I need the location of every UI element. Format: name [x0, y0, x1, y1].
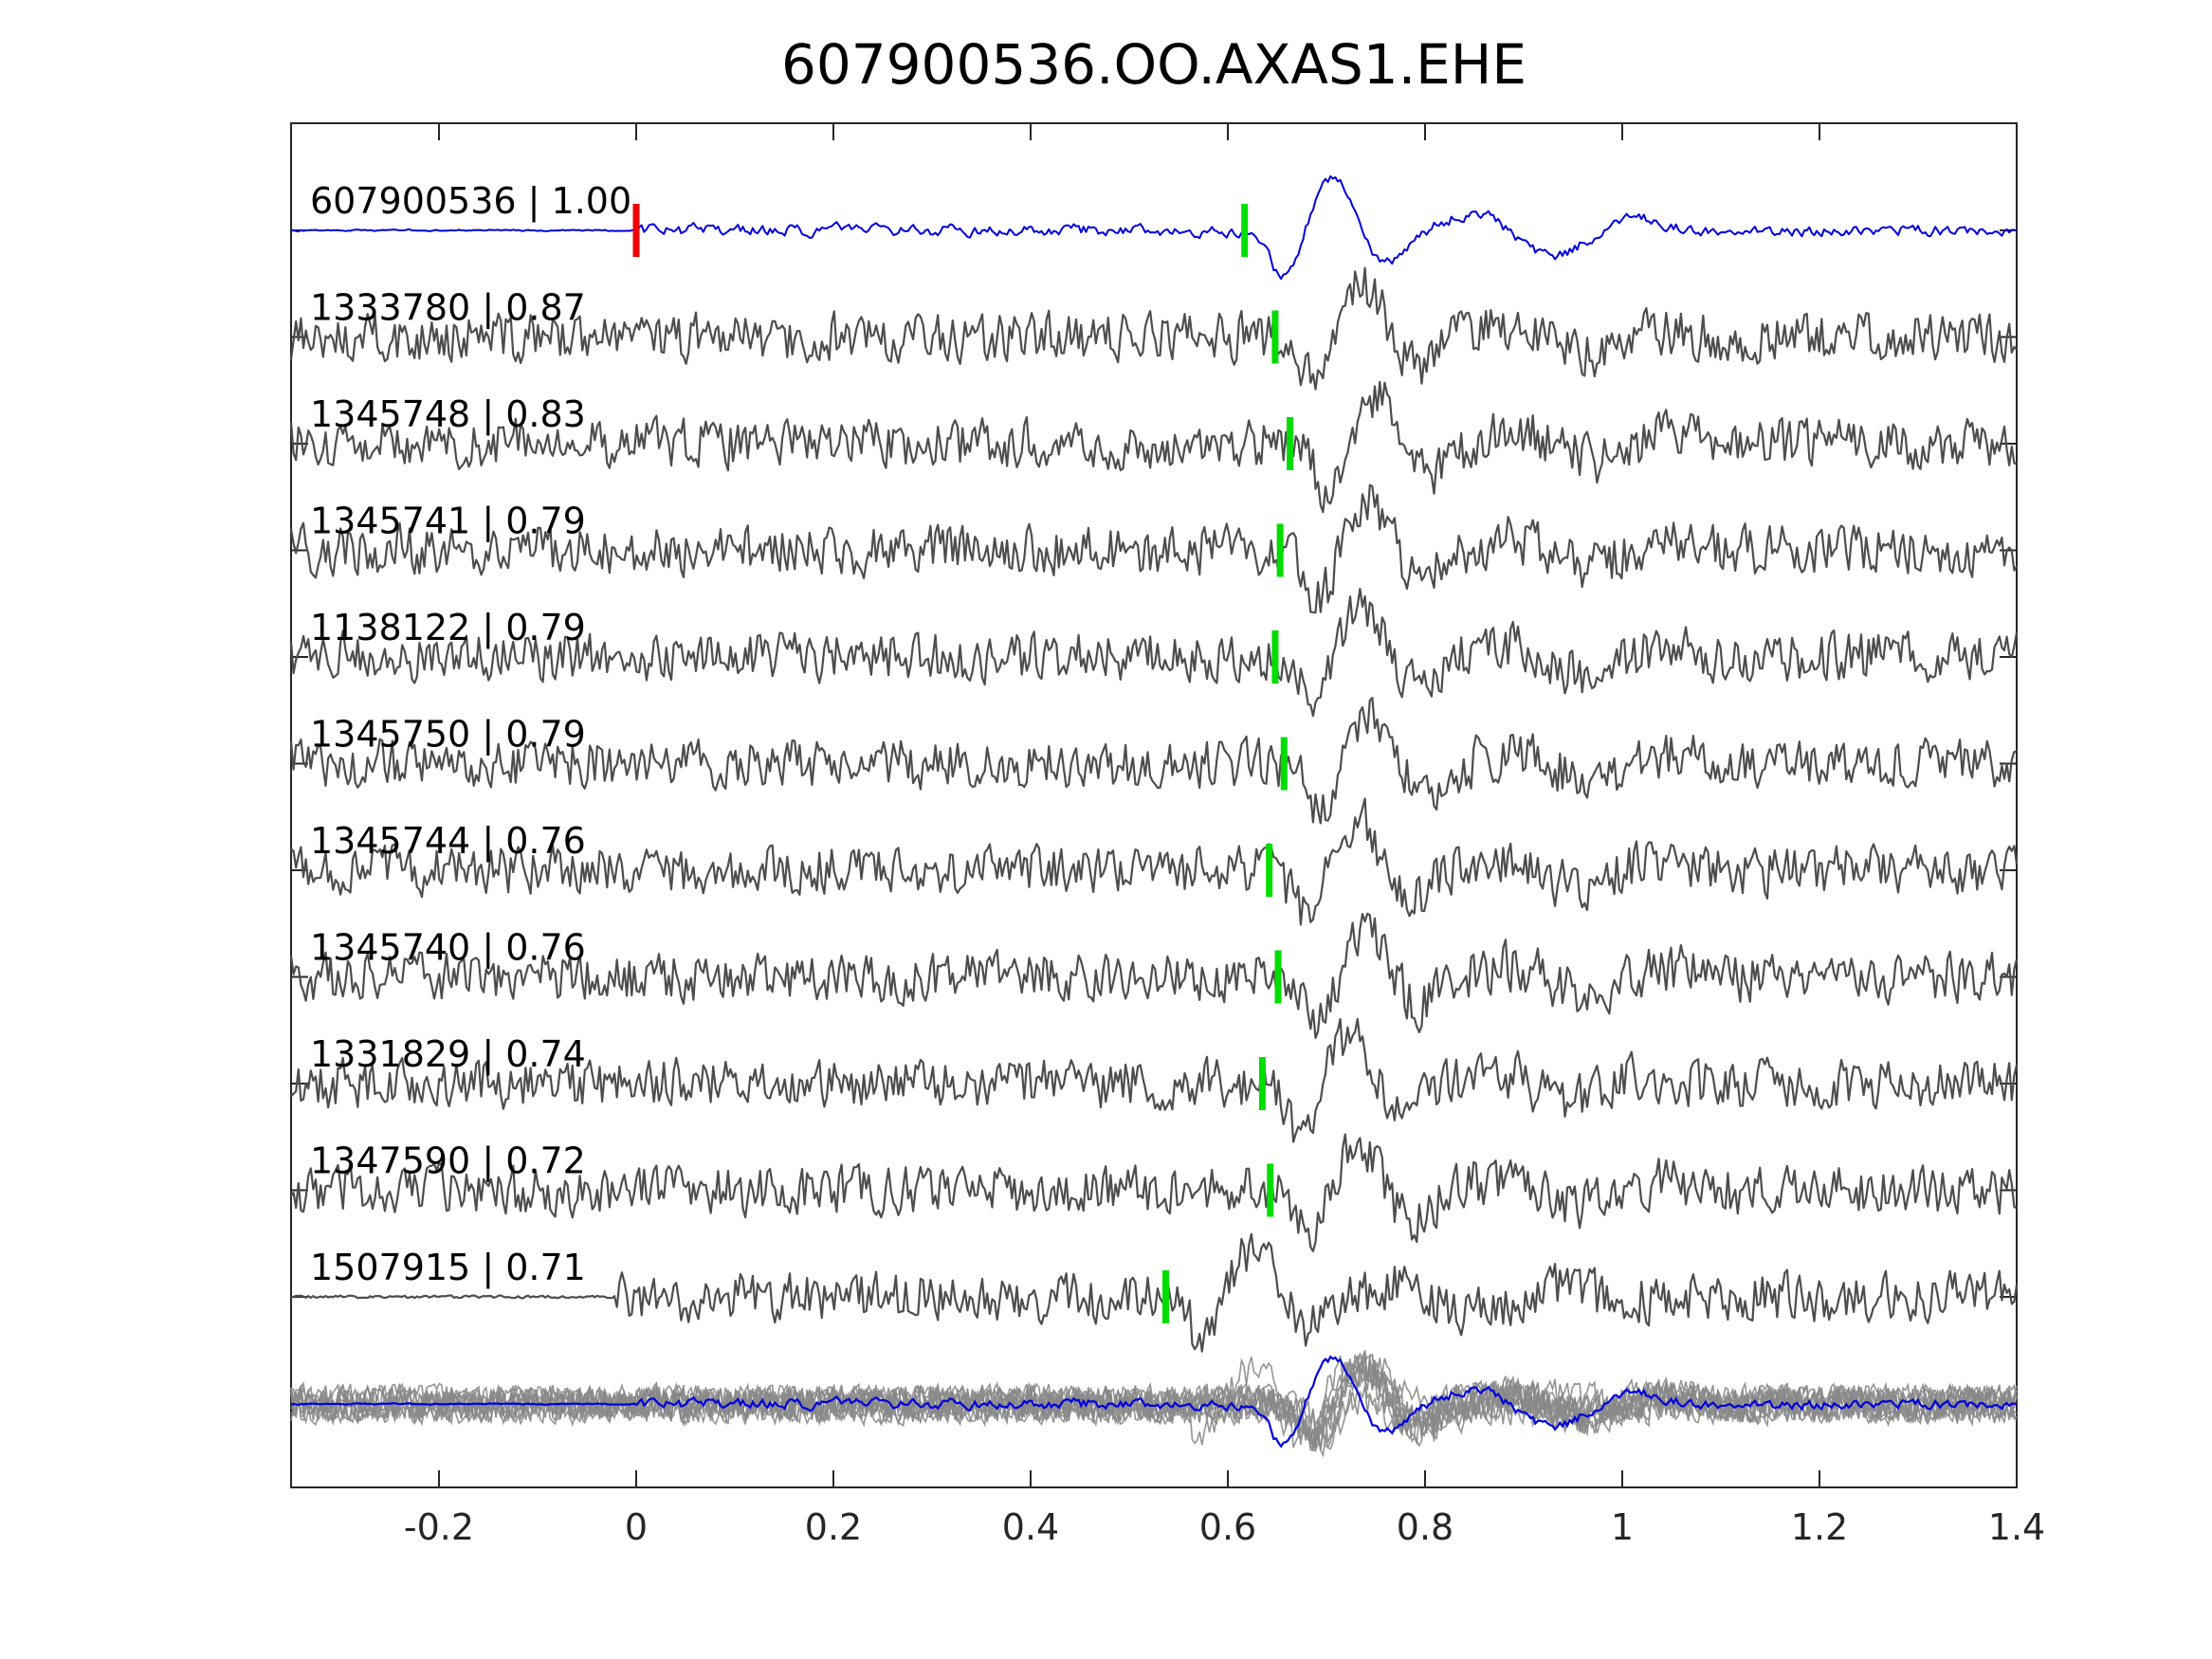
trace-label-1507915: 1507915 | 0.71 — [310, 1247, 586, 1289]
x-tick-label: 1 — [1611, 1506, 1634, 1548]
x-tick-label: 0.2 — [805, 1506, 862, 1548]
axes-frame — [290, 122, 2018, 1488]
chart-title: 607900536.OO.AXAS1.EHE — [781, 32, 1526, 97]
trace-1333780 — [289, 266, 2018, 391]
trace-label-1345748: 1345748 | 0.83 — [310, 393, 586, 436]
trace-label-1345750: 1345750 | 0.79 — [310, 714, 586, 757]
x-tick-label: 1.4 — [1988, 1506, 2045, 1548]
x-tick-label: 0.8 — [1397, 1506, 1453, 1548]
trace-1345748 — [289, 380, 2018, 514]
plot-area: -0.2 0 0.2 0.4 0.6 0.8 1 1.2 1.4 607900536 | 1.00… — [289, 122, 2045, 1548]
trace-label-1345741: 1345741 | 0.79 — [310, 501, 586, 543]
x-tick-label: 0 — [625, 1506, 648, 1548]
trace-1138122 — [289, 588, 2019, 718]
trace-label-1345744: 1345744 | 0.76 — [310, 820, 586, 863]
trace-label-1347590: 1347590 | 0.72 — [310, 1140, 586, 1183]
x-tick-label: 0.4 — [1002, 1506, 1059, 1548]
trace-label-1345740: 1345740 | 0.76 — [310, 927, 586, 970]
trace-1507915 — [290, 1232, 2019, 1353]
x-tick-label: 0.6 — [1199, 1506, 1256, 1548]
trace-label-1331829: 1331829 | 0.74 — [310, 1033, 586, 1076]
trace-1345744 — [290, 797, 2019, 926]
trace-1345740 — [289, 912, 2019, 1039]
x-tick-label: 1.2 — [1791, 1506, 1848, 1548]
trace-label-1138122: 1138122 | 0.79 — [310, 607, 586, 649]
trace-label-607900536: 607900536 | 1.00 — [310, 180, 631, 223]
x-tick-label: -0.2 — [404, 1506, 474, 1548]
trace-label-1333780: 1333780 | 0.87 — [310, 287, 586, 330]
trace-1345741 — [289, 483, 2018, 614]
stack-master-trace — [290, 1355, 2018, 1449]
trace-607900536 — [290, 175, 2018, 281]
trace-1331829 — [290, 1017, 2019, 1143]
trace-1345750 — [289, 696, 2018, 825]
trace-1347590 — [290, 1133, 2018, 1252]
